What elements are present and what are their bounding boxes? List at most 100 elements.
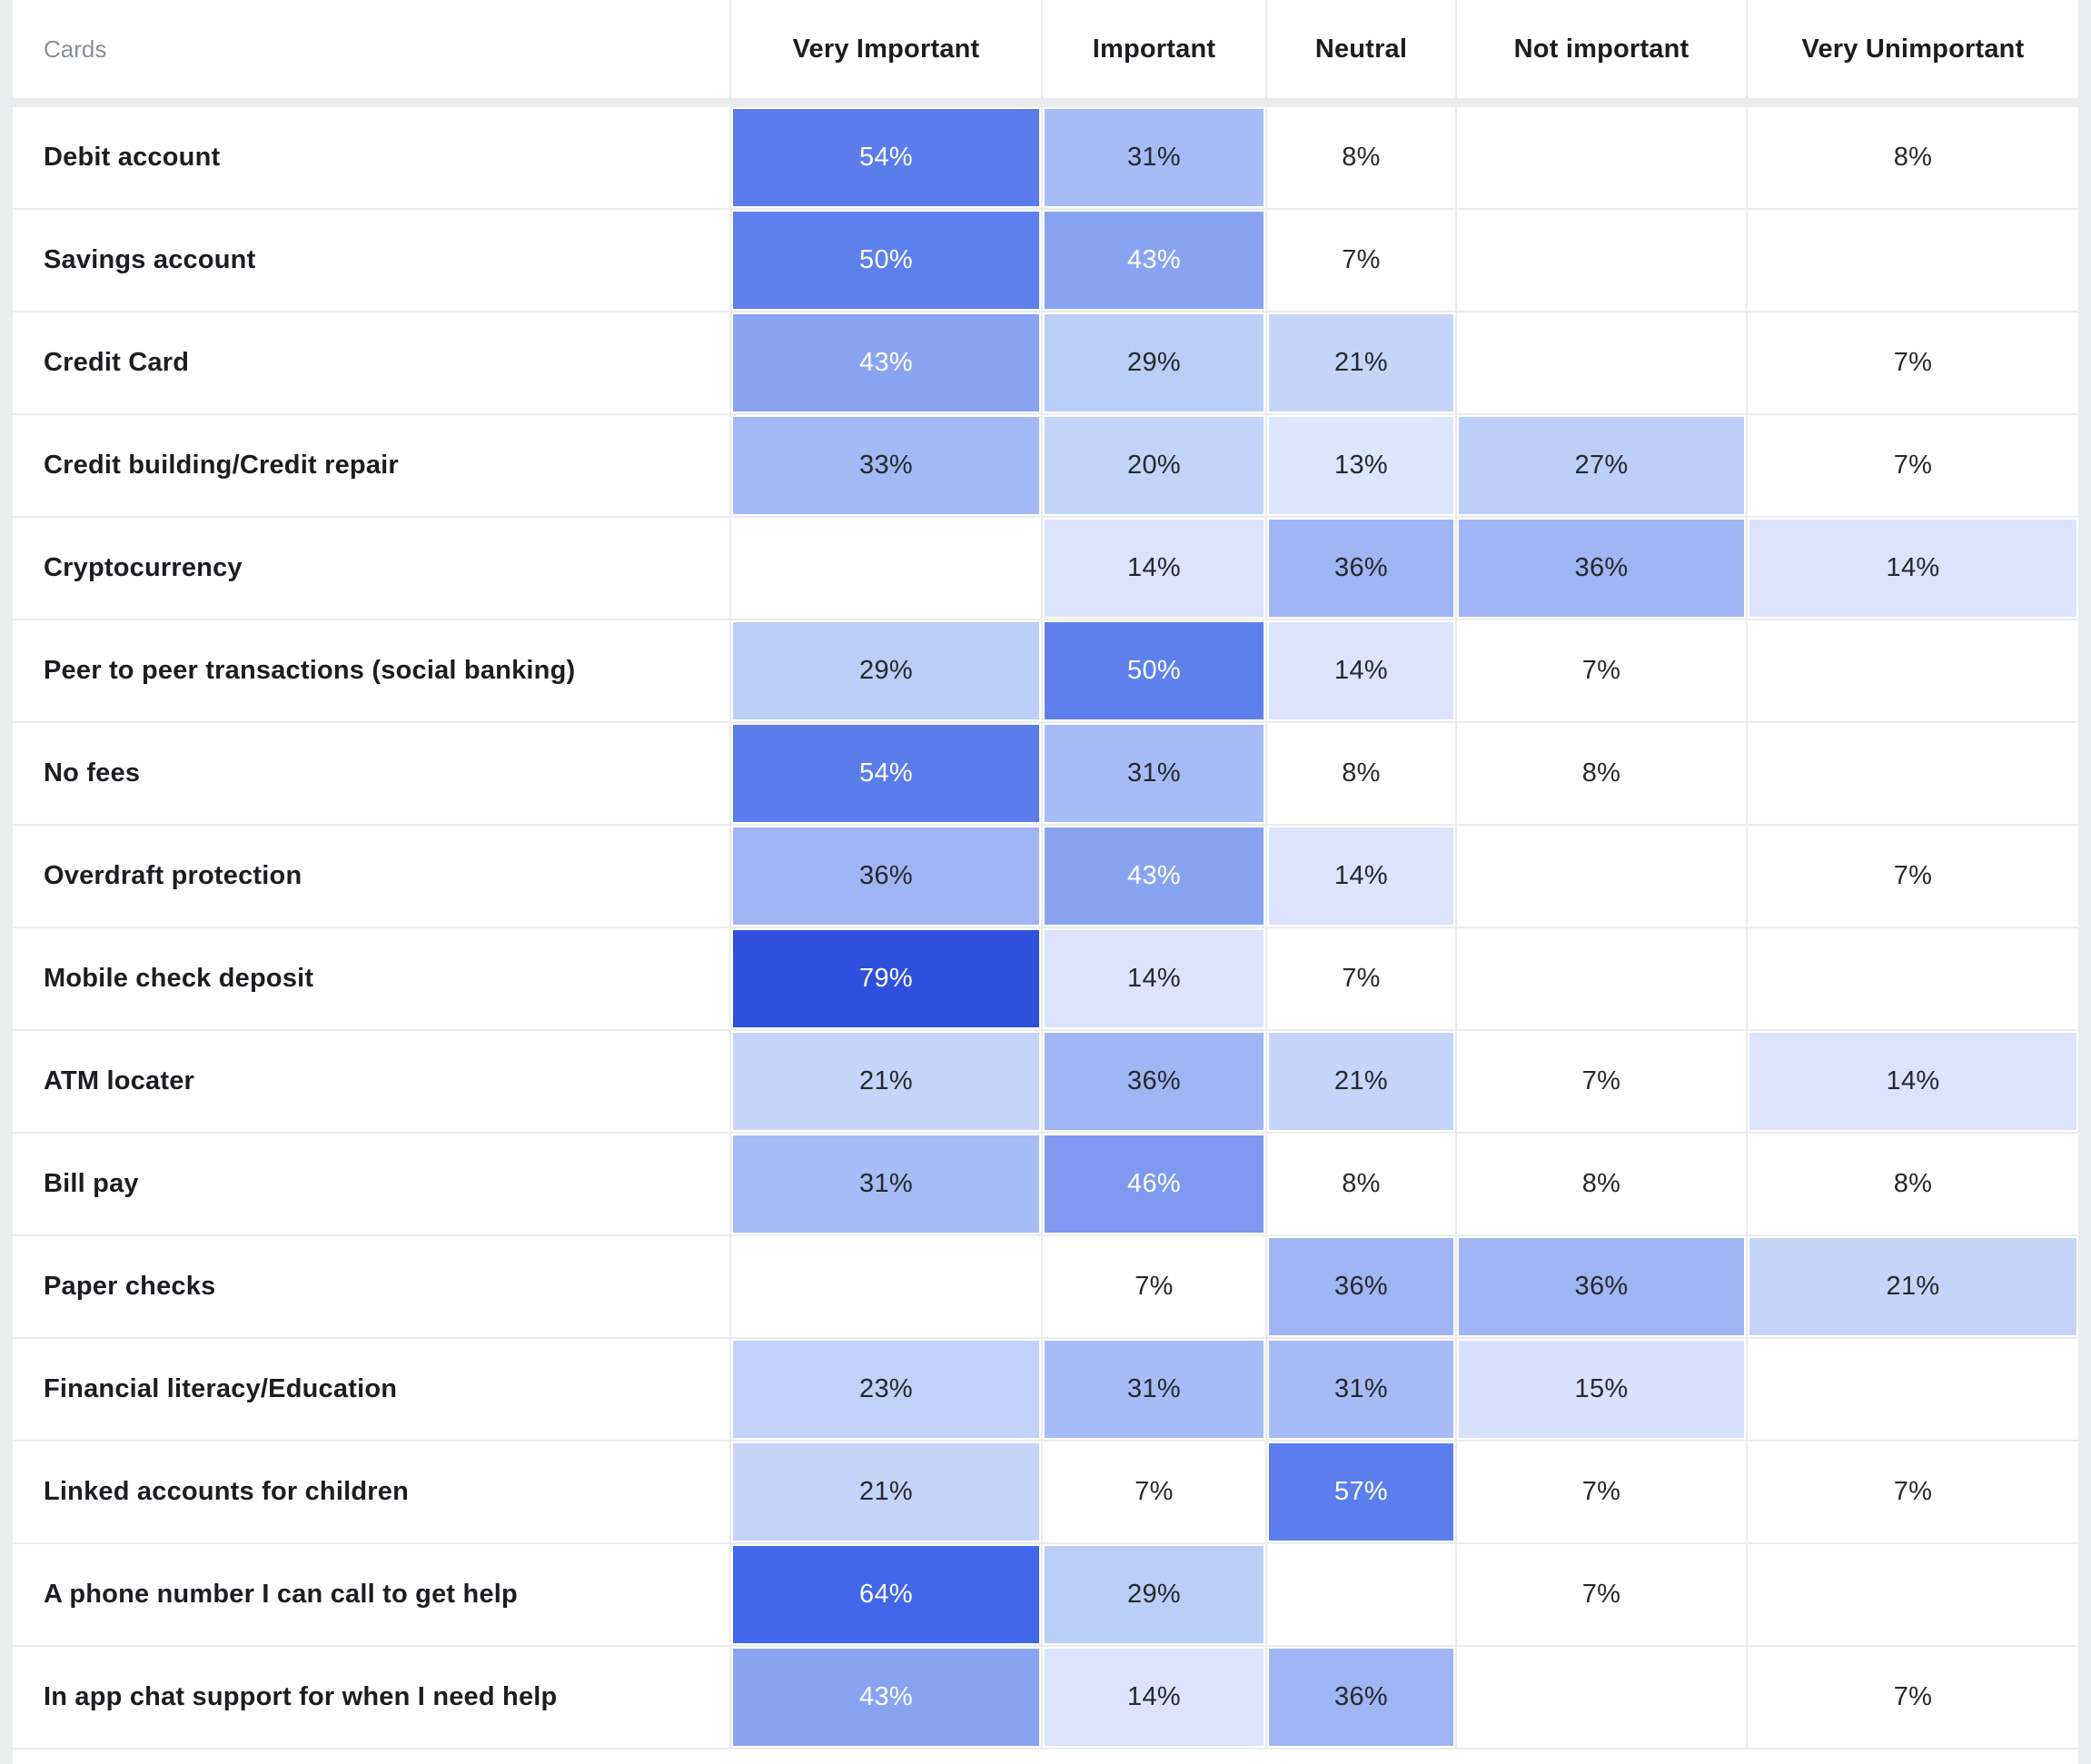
heatmap-cell-fill: 36% [1269,1238,1453,1335]
value-cell: 7% [1455,1544,1746,1645]
row-label: Savings account [44,245,256,274]
value-cell: 31% [729,1134,1041,1234]
value-cell: 31% [1041,723,1265,824]
importance-heatmap-table: Cards Very Important Important Neutral Not … [13,0,2078,1764]
heatmap-cell-fill: 36% [1459,520,1744,617]
value-cell: 31% [1265,1339,1455,1440]
heatmap-cell-fill: 36% [1045,1033,1264,1130]
value-cell: 27% [1455,415,1746,516]
value-cell: 7% [1746,826,2078,927]
row-label: Debit account [44,143,221,172]
value-cell: 8% [1265,723,1455,824]
value-cell: 21% [729,1031,1041,1132]
value-cell: 36% [1455,1236,1746,1337]
row-label: Linked accounts for children [44,1477,409,1506]
row-label: No fees [44,758,141,788]
value-cell: 14% [1041,928,1265,1029]
heatmap-cell-fill: 21% [733,1443,1039,1541]
value-cell: 36% [729,826,1041,927]
value-cell: 21% [1265,312,1455,413]
table-row-credit-card: Credit Card 43% 29% 21% 7% [13,312,2078,415]
value-cell: 36% [1455,518,1746,619]
value-cell [1746,1339,2078,1440]
value-cell: 43% [729,312,1041,413]
value-cell: 14% [1746,1031,2078,1132]
value-cell: 8% [1746,1134,2078,1234]
heatmap-cell-fill: 29% [1045,1546,1264,1643]
heatmap-cell-fill: 31% [1045,1341,1264,1438]
heatmap-cell-fill: 8% [1893,143,1933,172]
value-cell: 7% [1746,415,2078,516]
value-cell: 79% [729,928,1041,1029]
heatmap-cell-fill: 43% [733,1649,1039,1746]
row-label: ATM locater [44,1066,195,1095]
heatmap-cell-fill: 14% [1045,930,1264,1027]
heatmap-cell-fill: 54% [733,725,1039,822]
value-cell: 31% [1041,107,1265,208]
value-cell: 7% [1265,210,1455,311]
column-header-not-important: Not important [1455,0,1746,98]
value-cell [1455,1647,1746,1748]
value-cell: 14% [1265,826,1455,927]
heatmap-cell-fill: 7% [1893,861,1933,890]
heatmap-cell-fill: 54% [733,109,1039,206]
heatmap-cell-fill: 21% [733,1033,1039,1130]
table-row-overdraft-protection: Overdraft protection 36% 43% 14% 7% [13,826,2078,928]
heatmap-cell-fill: 23% [733,1341,1039,1438]
heatmap-cell-fill: 8% [1342,758,1381,788]
heatmap-cell-fill: 7% [1893,1682,1933,1711]
value-cell: 36% [1265,518,1455,619]
value-cell: 54% [729,723,1041,824]
value-cell: 64% [729,1544,1041,1645]
heatmap-cell-fill: 29% [1045,314,1264,411]
row-label: Credit Card [44,348,190,377]
value-cell: 21% [729,1442,1041,1542]
heatmap-cell-fill: 14% [1749,1033,2076,1130]
value-cell: 31% [1041,1339,1265,1440]
row-label: Peer to peer transactions (social bankin… [44,656,576,685]
value-cell: 29% [729,620,1041,721]
table-row-paper-checks: Paper checks 7% 36% 36% 21% [13,1236,2078,1339]
header-body-gap [13,98,2078,107]
value-cell [1746,723,2078,824]
column-header-important: Important [1041,0,1265,98]
heatmap-cell-fill: 7% [1342,964,1381,993]
heatmap-cell-fill: 36% [1269,520,1453,617]
heatmap-cell-fill: 43% [1045,827,1264,925]
heatmap-cell-fill: 7% [1135,1272,1174,1301]
heatmap-cell-fill: 31% [733,1135,1039,1233]
value-cell: 33% [729,415,1041,516]
heatmap-cell-fill: 14% [1749,520,2076,617]
table-row-in-app-chat-support-for-when-i-need-help: In app chat support for when I need help… [13,1647,2078,1749]
value-cell: 46% [1041,1134,1265,1234]
value-cell: 43% [1041,210,1265,311]
heatmap-cell-fill: 21% [1749,1238,2076,1335]
heatmap-cell-fill: 20% [1045,417,1264,514]
value-cell: 21% [1746,1236,2078,1337]
heatmap-cell-fill: 8% [1581,1169,1621,1198]
value-cell: 7% [1455,620,1746,721]
table-row-debit-account: Debit account 54% 31% 8% 8% [13,107,2078,210]
value-cell: 7% [1041,1236,1265,1337]
value-cell: 13% [1265,415,1455,516]
value-cell: 8% [1746,107,2078,208]
table-row-bill-pay: Bill pay 31% 46% 8% 8% 8% [13,1134,2078,1236]
heatmap-cell-fill: 21% [1269,314,1453,411]
heatmap-cell-fill: 31% [1045,725,1264,822]
value-cell: 36% [1265,1647,1455,1748]
corner-header-cards: Cards [44,35,107,63]
table-row-financial-literacy-education: Financial literacy/Education 23% 31% 31% 15% [13,1339,2078,1442]
heatmap-cell-fill: 43% [733,314,1039,411]
value-cell: 57% [1265,1442,1455,1542]
heatmap-cell-fill: 36% [1459,1238,1744,1335]
table-header-row: Cards Very Important Important Neutral Not … [13,0,2078,98]
value-cell: 23% [729,1339,1041,1440]
value-cell: 7% [1746,312,2078,413]
heatmap-cell-fill: 14% [1045,520,1264,617]
value-cell [1746,210,2078,311]
heatmap-cell-fill: 50% [733,212,1039,309]
heatmap-cell-fill: 57% [1269,1443,1453,1541]
row-label: Cryptocurrency [44,553,243,582]
row-label: In app chat support for when I need help [44,1682,558,1711]
value-cell: 29% [1041,312,1265,413]
